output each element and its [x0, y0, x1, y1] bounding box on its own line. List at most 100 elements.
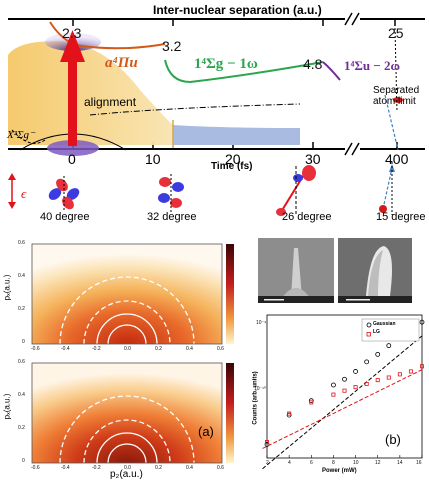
legend-lg: LG — [373, 329, 380, 335]
polarization-label: ϵ — [21, 186, 27, 201]
x-tick-b: 2 — [266, 460, 269, 466]
panel-a-label: (a) — [198, 424, 214, 439]
x-tick-b: 10 — [353, 460, 359, 466]
gaussian-point — [364, 359, 370, 365]
curve-sigma-u — [322, 61, 341, 81]
lg-point — [386, 375, 391, 380]
x-tick: -0.4 — [61, 346, 70, 352]
curve-label-sigma-g: 1⁴Σg − 1ω — [194, 56, 258, 72]
lg-point — [364, 381, 369, 386]
angle-label: 32 degree — [147, 211, 197, 223]
curve-sigma-g — [164, 59, 324, 84]
gaussian-point — [353, 369, 358, 374]
y-tick-b: 10⁻¹⁰ — [254, 386, 266, 392]
x-tick-b: 12 — [375, 460, 381, 466]
y-tick: 0.2 — [18, 306, 25, 312]
schematic-diagram — [8, 12, 425, 156]
angle-label: 15 degree — [376, 211, 426, 223]
panel-a-ylabel-top: pₓ(a.u.) — [2, 274, 12, 301]
lg-point — [353, 385, 358, 390]
x-tick: 0.2 — [155, 465, 162, 471]
sem-image-lg — [338, 238, 412, 303]
x-tick: 0.6 — [217, 346, 224, 352]
x-tick: 0.4 — [186, 465, 193, 471]
lg-point — [331, 392, 336, 397]
gaussian-point — [419, 319, 425, 325]
x-tick: 0.0 — [124, 465, 131, 471]
separation-tick: 2.3 — [62, 25, 82, 41]
gaussian-fit-line — [262, 335, 423, 470]
legend-gaussian: Gaussian — [373, 321, 396, 327]
molecule-40deg — [48, 176, 80, 212]
molecule-row — [8, 162, 395, 216]
x-tick: -0.2 — [92, 346, 101, 352]
lg-point — [342, 388, 347, 393]
time-axis-title: Time (fs) — [211, 161, 253, 172]
gaussian-point — [375, 351, 381, 357]
y-tick: 0.4 — [18, 273, 25, 279]
sem-image-gaussian — [258, 238, 334, 303]
curve-label-sigma-u: 1⁴Σu − 2ω — [344, 58, 401, 73]
time-tick: 0 — [68, 151, 76, 167]
x-tick: 0.4 — [186, 346, 193, 352]
x-tick: 0.2 — [155, 346, 162, 352]
power-chart — [262, 314, 425, 470]
x-tick-b: 6 — [310, 460, 313, 466]
time-tick: 10 — [145, 151, 161, 167]
time-tick: 400 — [385, 151, 409, 167]
y-tick: 0 — [22, 339, 25, 345]
x-tick-b: 14 — [397, 460, 403, 466]
separated-atom-label: Separated atom limit — [373, 85, 420, 107]
angle-label: 40 degree — [40, 211, 90, 223]
x-tick-b: 4 — [288, 460, 291, 466]
momentum-maps — [31, 243, 234, 464]
excitation-arrow — [60, 30, 85, 62]
lg-point — [397, 372, 402, 377]
lg-point — [408, 369, 413, 374]
separation-tick: 25 — [388, 25, 404, 41]
panel-b-ylabel: Counts (arb. units) — [252, 371, 259, 425]
gaussian-point — [342, 376, 347, 382]
x-tick-b: 16 — [416, 460, 422, 466]
alignment-region — [8, 41, 173, 145]
x-tick: -0.6 — [31, 465, 40, 471]
y-tick: 0.2 — [18, 425, 25, 431]
ground-wavepacket — [47, 140, 99, 156]
separation-tick: 3.2 — [162, 38, 182, 54]
y-tick: 0.4 — [18, 392, 25, 398]
lg-point — [419, 364, 424, 369]
blue-region — [173, 125, 300, 145]
lg-point — [287, 411, 292, 416]
panel-b-label: (b) — [385, 432, 401, 447]
molecule-26deg — [276, 165, 316, 216]
time-tick: 20 — [225, 151, 241, 167]
lg-point — [309, 400, 314, 405]
x-tick: 0.0 — [124, 346, 131, 352]
molecule-32deg — [158, 174, 184, 212]
time-tick: 30 — [305, 151, 321, 167]
x-tick: -0.2 — [92, 465, 101, 471]
panel-b-xlabel: Power (mW) — [322, 468, 357, 474]
panel-a-ylabel-bottom: pₓ(a.u.) — [2, 393, 12, 420]
gaussian-point — [331, 382, 336, 388]
angle-label: 26 degree — [282, 211, 332, 223]
gaussian-point — [386, 343, 392, 349]
curve-label-a4pi: a⁴Πu — [105, 55, 138, 71]
alignment-label: alignment — [84, 95, 137, 109]
y-tick-b: 10⁻⁹ — [256, 320, 267, 326]
gaussian-point — [264, 442, 270, 447]
x-tick: -0.6 — [31, 346, 40, 352]
separation-tick: 4.8 — [303, 56, 323, 72]
lg-point — [375, 378, 380, 383]
separation-axis-title: Inter-nuclear separation (a.u.) — [153, 3, 322, 17]
x-tick-b: 8 — [332, 460, 335, 466]
panel-a-xlabel: p₂(a.u.) — [110, 469, 143, 480]
x-tick: -0.4 — [61, 465, 70, 471]
y-tick: 0 — [22, 458, 25, 464]
y-tick: 0.6 — [18, 359, 25, 365]
ground-state-label: X³Σg⁻ — [7, 129, 35, 141]
molecule-15deg — [379, 162, 395, 215]
lg-point — [264, 440, 269, 445]
y-tick: 0.6 — [18, 240, 25, 246]
x-tick: 0.6 — [217, 465, 224, 471]
